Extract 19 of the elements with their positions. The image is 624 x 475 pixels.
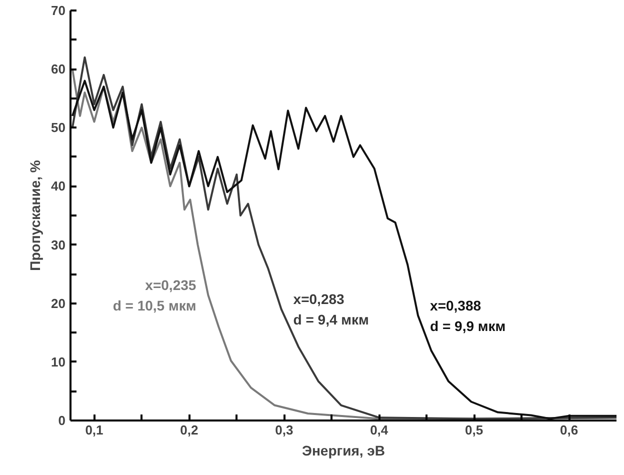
- y-tick-label: 40: [51, 178, 66, 194]
- series-label: x=0,283 d = 9,4 мкм: [293, 290, 369, 328]
- x-tick-label: 0,6: [560, 422, 578, 438]
- series-label: x=0,235 d = 10,5 мкм: [112, 276, 196, 314]
- x-axis-title: Энергия, эВ: [302, 442, 385, 458]
- x-tick-label: 0,4: [370, 422, 389, 438]
- x-tick-label: 0,1: [85, 422, 104, 438]
- y-tick-label: 0: [58, 413, 66, 428]
- y-axis-title: Пропускание, %: [27, 160, 44, 271]
- y-tick-label: 60: [51, 62, 66, 77]
- x-tick-label: 0,2: [180, 422, 198, 438]
- y-tick-label: 70: [51, 3, 66, 18]
- y-tick-label: 10: [51, 354, 66, 370]
- y-tick-label: 30: [51, 237, 66, 252]
- series-label: x=0,388 d = 9,9 мкм: [430, 297, 506, 334]
- x-tick-label: 0,3: [275, 422, 294, 438]
- y-tick-label: 50: [51, 120, 66, 136]
- x-tick-label: 0,5: [465, 422, 484, 438]
- y-tick-label: 20: [51, 296, 66, 311]
